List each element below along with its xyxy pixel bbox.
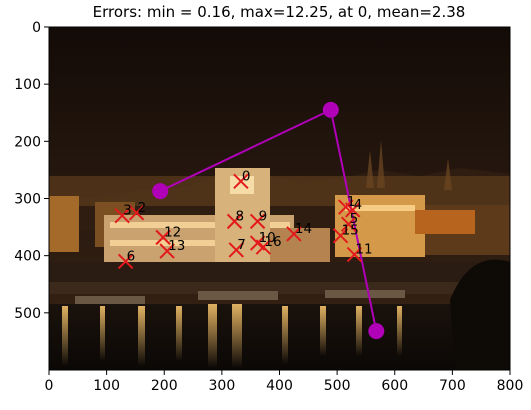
marker-label-9: 9 xyxy=(259,208,268,224)
x-tick-label-600: 600 xyxy=(381,378,408,394)
marker-label-4: 4 xyxy=(354,197,363,213)
line-point-2 xyxy=(368,323,385,340)
error-marker-14 xyxy=(286,226,302,242)
x-tick-label-100: 100 xyxy=(93,378,120,394)
x-tick-label-0: 0 xyxy=(45,378,54,394)
marker-label-5: 5 xyxy=(350,211,359,227)
marker-label-7: 7 xyxy=(237,237,246,253)
x-tick-label-400: 400 xyxy=(266,378,293,394)
error-marker-11 xyxy=(346,246,363,263)
marker-label-3: 3 xyxy=(123,203,132,219)
error-marker-5 xyxy=(340,216,357,232)
error-marker-12 xyxy=(155,229,171,246)
marker-label-0: 0 xyxy=(242,168,251,184)
marker-label-8: 8 xyxy=(236,208,245,224)
x-tick-label-500: 500 xyxy=(324,378,351,394)
marker-label-14: 14 xyxy=(295,221,312,237)
marker-label-12: 12 xyxy=(164,224,181,240)
error-marker-13 xyxy=(159,243,175,259)
error-marker-0 xyxy=(233,173,249,190)
background-photo xyxy=(49,27,510,370)
line-point-0 xyxy=(152,183,169,200)
line-point-1 xyxy=(322,101,339,118)
x-tick-label-800: 800 xyxy=(497,378,524,394)
y-tick-label-300: 300 xyxy=(14,192,41,208)
marker-label-16: 16 xyxy=(264,234,281,250)
marker-label-2: 2 xyxy=(138,200,147,216)
marker-label-11: 11 xyxy=(355,242,372,258)
y-tick-label-500: 500 xyxy=(14,306,41,322)
error-marker-9 xyxy=(249,213,266,230)
error-marker-16 xyxy=(255,239,272,255)
y-tick-label-200: 200 xyxy=(14,134,41,150)
y-tick-label-400: 400 xyxy=(14,249,41,265)
x-tick-label-300: 300 xyxy=(209,378,236,394)
error-marker-2 xyxy=(128,205,145,221)
marker-label-6: 6 xyxy=(127,248,136,264)
y-tick-label-0: 0 xyxy=(32,20,41,36)
error-marker-15 xyxy=(332,227,349,244)
error-marker-8 xyxy=(226,213,243,230)
x-tick-label-200: 200 xyxy=(151,378,178,394)
error-marker-6 xyxy=(117,253,134,270)
marker-label-10: 10 xyxy=(259,230,276,246)
y-tick-label-100: 100 xyxy=(14,77,41,93)
error-marker-7 xyxy=(228,242,244,258)
marker-label-13: 13 xyxy=(168,238,185,254)
error-marker-3 xyxy=(114,207,130,224)
chart-title: Errors: min = 0.16, max=12.25, at 0, mea… xyxy=(93,3,466,21)
marker-label-15: 15 xyxy=(342,223,359,239)
marker-label-1: 1 xyxy=(347,194,356,210)
x-tick-label-700: 700 xyxy=(439,378,466,394)
error-marker-4 xyxy=(344,202,361,218)
